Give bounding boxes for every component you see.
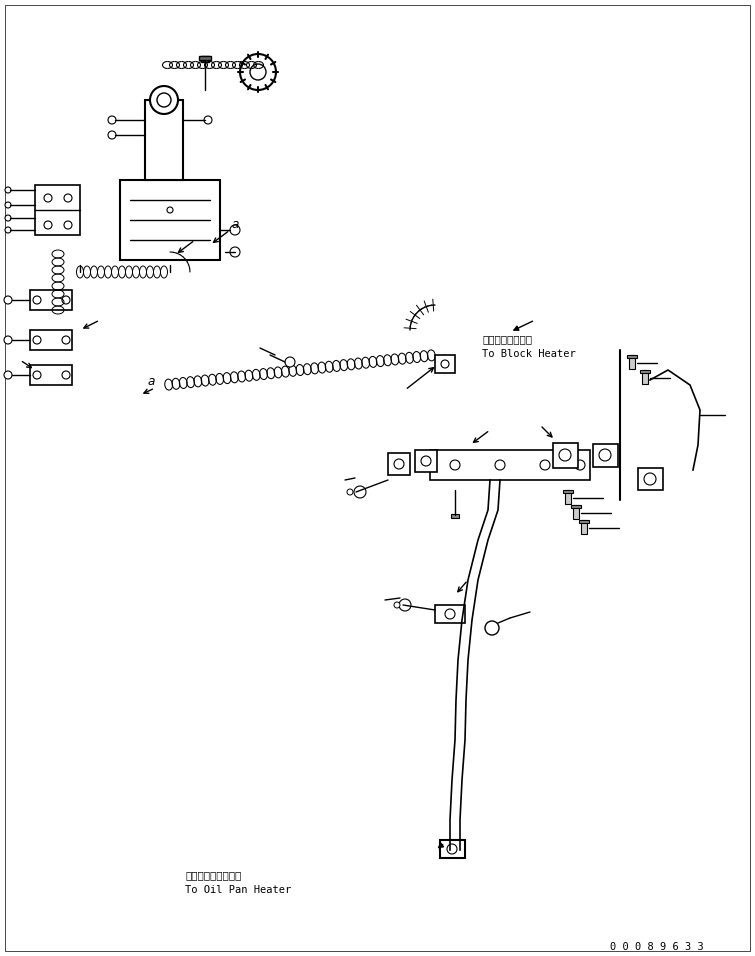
Bar [581,520,587,534]
Text: 0 0 0 8 9 6 3 3: 0 0 0 8 9 6 3 3 [610,942,704,952]
Circle shape [230,225,240,235]
Circle shape [421,456,431,466]
Circle shape [108,116,116,124]
Circle shape [394,602,400,608]
Bar [553,443,578,468]
Circle shape [347,489,353,495]
Circle shape [5,215,11,221]
Circle shape [5,202,11,208]
Text: To Block Heater: To Block Heater [482,349,576,359]
Circle shape [250,64,266,80]
Bar [435,355,455,373]
Bar [629,355,635,369]
Bar [640,370,650,373]
Bar [435,605,465,623]
Bar [440,840,465,858]
Bar [451,514,459,518]
Text: ブロックヒータヘ: ブロックヒータヘ [482,334,532,344]
Bar [415,450,437,472]
Bar [199,56,211,60]
Circle shape [33,336,41,344]
Circle shape [354,486,366,498]
Circle shape [399,599,411,611]
Text: To Oil Pan Heater: To Oil Pan Heater [185,885,291,895]
Bar [201,56,209,62]
Bar [573,505,579,519]
Circle shape [62,336,70,344]
Circle shape [4,296,12,304]
Circle shape [441,360,449,368]
Circle shape [62,371,70,379]
Bar [638,468,663,490]
Bar [30,290,72,310]
Bar [565,490,571,504]
Circle shape [447,844,457,854]
Circle shape [450,460,460,470]
Circle shape [64,194,72,202]
Circle shape [485,621,499,635]
Circle shape [559,449,571,461]
Circle shape [230,247,240,257]
Circle shape [64,221,72,229]
Circle shape [285,357,295,367]
Circle shape [4,371,12,379]
Circle shape [644,473,656,485]
Bar [593,444,618,467]
Circle shape [540,460,550,470]
Bar [120,180,220,260]
Bar [430,450,590,480]
Circle shape [157,93,171,107]
Text: a: a [232,218,239,231]
Text: a: a [148,375,156,388]
Circle shape [108,131,116,139]
Circle shape [5,227,11,233]
Circle shape [599,449,611,461]
Bar [571,505,581,508]
Circle shape [495,460,505,470]
Circle shape [44,221,52,229]
Bar [35,185,80,235]
Circle shape [44,194,52,202]
Bar [30,330,72,350]
Circle shape [204,116,212,124]
Bar [563,490,573,493]
Circle shape [575,460,585,470]
Text: オイルパンヒータヘ: オイルパンヒータヘ [185,870,242,880]
Circle shape [33,296,41,304]
Circle shape [240,54,276,90]
Bar [642,370,648,384]
Bar [145,100,183,180]
Circle shape [5,187,11,193]
Circle shape [167,207,173,213]
Circle shape [445,609,455,619]
Bar [627,355,637,358]
Bar [30,365,72,385]
Circle shape [394,459,404,469]
Circle shape [150,86,178,114]
Circle shape [4,336,12,344]
Bar [579,520,589,523]
Circle shape [62,296,70,304]
Circle shape [33,371,41,379]
Bar [388,453,410,475]
